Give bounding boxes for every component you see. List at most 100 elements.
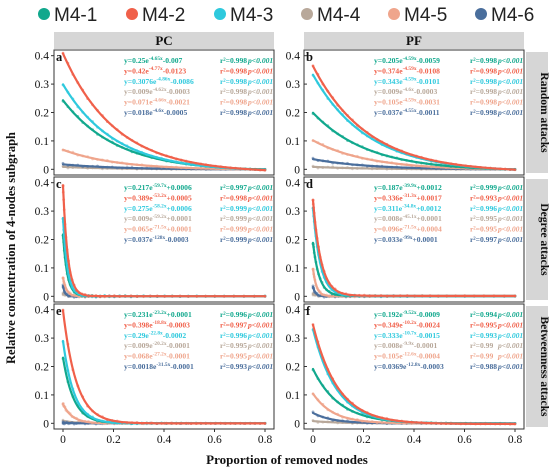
equation-label: y=0.311e-34.8x+0.0012 [374, 204, 442, 213]
panel-headers: PC PF Random attacks Degree attacks Betweenn… [54, 32, 550, 427]
series-m4-2 [61, 308, 267, 426]
r-squared-label: r²=0.993 [470, 193, 497, 202]
r-squared-label: r²=0.998 [220, 98, 247, 107]
equation-label: y=0.333e-10.7x-0.0015 [374, 331, 440, 340]
fit-curve [311, 323, 517, 426]
p-value-label: p<0.001 [497, 77, 523, 86]
equation-label: y=0.374e-4.59x-0.0108 [374, 66, 440, 75]
panel-b: 0 0.1 0.2 0.3 0.4 b y=0.205e-4.59x-0.0059 r²=0.… [286, 49, 525, 176]
y-tick-label: 0.2 [35, 108, 50, 120]
y-tick-label: 0.1 [35, 136, 50, 148]
equation-label: y=0.018e-4.6x-0.0005 [124, 108, 187, 117]
r-squared-label: r²=0.993 [220, 362, 247, 371]
r-squared-label: r²=0.995 [470, 320, 497, 329]
y-tick-label: 0 [43, 291, 49, 303]
legend: M4-1 M4-2 M4-3 M4-4 M4-5 M4-6 [38, 5, 534, 26]
equation-label: y=0.105e-12.6x-0.0004 [374, 351, 440, 360]
p-value-label: p<0.001 [247, 214, 273, 223]
panel-label: b [306, 50, 313, 64]
panel-d: 0 0.1 0.2 0.3 0.4 d y=0.187e-39.9x+0.0012 r²=0.… [286, 176, 525, 303]
y-tick-label: 0.3 [286, 79, 301, 91]
y-tick-label: 0 [294, 164, 300, 176]
r-squared-label: r²=0.988 [470, 362, 497, 371]
p-value-label: p<0.001 [247, 56, 273, 65]
series-m4-2 [61, 51, 267, 172]
equation-label: y=0.008e-45.1x+0.0001 [374, 214, 442, 223]
plot-frame [303, 176, 525, 303]
p-value-label: p<0.001 [497, 66, 523, 75]
panel-c: 0 0.1 0.2 0.3 0.4 c y=0.217e-59.7x+0.0006 r²=0.… [35, 176, 275, 303]
p-value-label: p<0.001 [497, 310, 523, 319]
panel-label: c [56, 177, 62, 191]
p-value-label: p<0.001 [247, 66, 273, 75]
row-header-label: Random attacks [538, 72, 550, 153]
legend-item: M4-5 [388, 5, 447, 26]
column-header-bg [54, 32, 274, 49]
y-tick-label: 0 [43, 164, 49, 176]
series-m4-2 [311, 323, 517, 426]
p-value-label: p<0.001 [497, 56, 523, 65]
r-squared-label: r²=0.998 [220, 77, 247, 86]
p-value-label: p<0.001 [497, 331, 523, 340]
x-tick-label: 0 [60, 434, 66, 446]
row-header-bg [526, 179, 548, 300]
p-value-label: p<0.001 [247, 341, 273, 350]
y-tick-label: 0.1 [286, 136, 301, 148]
y-tick-label: 0.4 [35, 305, 50, 317]
equation-label: y=0.033e-99x+0.0001 [374, 235, 438, 244]
p-value-label: p<0.001 [247, 225, 273, 234]
y-tick-label: 0.1 [286, 390, 301, 402]
y-tick-label: 0.1 [35, 263, 50, 275]
equation-label: y=0.0018e-31.5x-0.0001 [124, 362, 194, 371]
p-value-label: p<0.001 [247, 320, 273, 329]
x-tick-label: 0.2 [356, 434, 371, 446]
r-squared-label: r²=0.996 [470, 204, 497, 213]
x-tick-label: 0.8 [258, 434, 273, 446]
p-value-label: p<0.001 [497, 341, 523, 350]
row-header-label: Degree attacks [538, 203, 550, 276]
r-squared-label: r²=0.993 [470, 331, 497, 340]
legend-label: M4-3 [230, 5, 273, 26]
y-tick-label: 0.3 [35, 79, 50, 91]
fit-curve [61, 52, 267, 172]
p-value-label: p<0.001 [247, 77, 273, 86]
legend-label: M4-5 [404, 5, 447, 26]
r-squared-label: r²=0.995 [470, 214, 497, 223]
column-header-label: PF [406, 33, 422, 48]
column-header-bg [304, 32, 524, 49]
p-value-label: p<0.001 [497, 320, 523, 329]
p-value-label: p<0.001 [497, 183, 523, 192]
legend-label: M4-4 [317, 5, 361, 26]
equation-label: y=0.065e-71.5x+0.0001 [124, 224, 192, 233]
legend-item: M4-3 [214, 5, 273, 26]
p-value-label: p<0.001 [247, 352, 273, 361]
r-squared-label: r²=0.997 [220, 320, 247, 329]
p-value-label: p<0.001 [497, 362, 523, 371]
equation-label: y=0.3076e-4.86x-0.0086 [124, 77, 194, 86]
plot-frame [303, 303, 525, 430]
equation-label: y=0.343e-4.59x-0.0101 [374, 77, 440, 86]
y-tick-label: 0.2 [35, 362, 50, 374]
p-value-label: p<0.001 [497, 352, 523, 361]
y-tick-label: 0.4 [286, 305, 301, 317]
x-tick-label: 0.4 [407, 434, 422, 446]
panel-a: 0 0.1 0.2 0.3 0.4 a y=0.25e-4.65x-0.007 r²=0.99… [35, 49, 275, 176]
r-squared-label: r²=0.998 [470, 87, 497, 96]
p-value-label: p<0.001 [247, 235, 273, 244]
p-value-label: p<0.001 [497, 235, 523, 244]
r-squared-label: r²=0.997 [220, 183, 247, 192]
r-squared-label: r²=0.997 [470, 235, 497, 244]
p-value-label: p<0.001 [247, 98, 273, 107]
fit-curve [311, 65, 517, 171]
row-header-bg [526, 306, 548, 427]
panel-label: f [306, 304, 311, 318]
equation-label: y=0.29e-22.8x-0.0002 [124, 331, 186, 340]
r-squared-label: r²=0.994 [470, 310, 497, 319]
legend-item: M4-1 [38, 5, 97, 26]
equation-label: y=0.349e-10.2x-0.0024 [374, 320, 440, 329]
r-squared-label: r²=0.998 [220, 108, 247, 117]
y-tick-label: 0.2 [286, 235, 301, 247]
y-tick-label: 0.3 [286, 206, 301, 218]
panel-label: e [56, 304, 62, 318]
equation-label: y=0.0369e-12.8x-0.0003 [374, 362, 444, 371]
